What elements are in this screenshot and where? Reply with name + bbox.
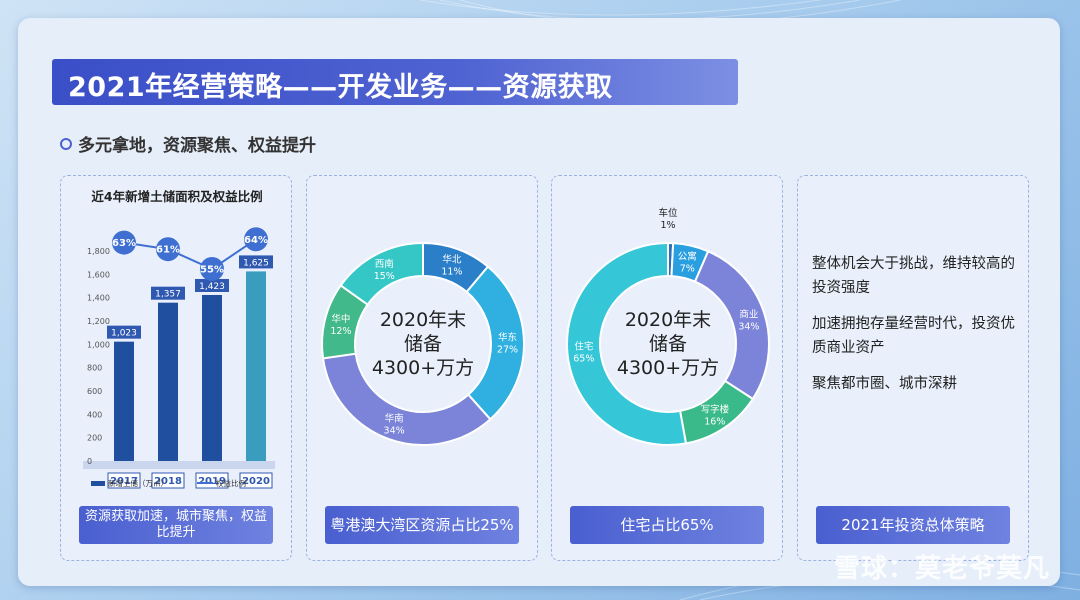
slice-华南 [321, 352, 492, 446]
x-tick-label: 2020 [242, 476, 270, 487]
slice-label: 华东 [498, 332, 517, 344]
slice-住宅 [566, 241, 688, 446]
bar-value-label: 1,023 [111, 329, 137, 339]
y-tick-label: 1,400 [87, 294, 110, 303]
donut-center-text: 4300+万方 [617, 357, 719, 379]
slice-percent: 34% [738, 322, 759, 333]
bar-value-label: 1,423 [199, 282, 225, 292]
subtitle-text: 多元拿地，资源聚焦、权益提升 [78, 136, 316, 156]
chart-floor [83, 461, 275, 469]
slide-panel: 2021年经营策略——开发业务——资源获取 多元拿地，资源聚焦、权益提升 近4年… [18, 18, 1060, 586]
y-tick-label: 600 [87, 387, 102, 396]
slice-percent: 1% [660, 220, 675, 231]
title-bar: 2021年经营策略——开发业务——资源获取 [52, 59, 738, 105]
slice-西南 [339, 241, 424, 306]
watermark: 雪球：莫老爷莫凡 [833, 554, 1050, 584]
card1-footer-button[interactable]: 资源获取加速，城市聚焦，权益比提升 [79, 506, 273, 544]
y-tick-label: 0 [87, 457, 92, 466]
x-tick-label: 2017 [110, 476, 138, 487]
slice-label: 公寓 [678, 251, 697, 263]
y-tick-label: 1,800 [87, 247, 110, 256]
card-product-mix: 车位 1% 公寓 7% 商业 34% 写字楼 16% 住宅 65% 2020年末 储备 4300+万方 … [551, 175, 783, 561]
slice-label: 华中 [331, 313, 350, 325]
donut-center-text: 2020年末 [625, 309, 711, 331]
slice-percent: 34% [384, 425, 405, 436]
bar-line-chart: 1,800 1,600 1,400 1,200 1,000 800 600 400 200 0 1,… [83, 227, 275, 489]
bar-2018 [158, 302, 178, 461]
ratio-label: 64% [244, 235, 268, 246]
y-tick-label: 200 [87, 434, 102, 443]
legend-line-label: 权益比例 [216, 478, 246, 488]
bar-value-box [195, 278, 229, 292]
slice-label: 商业 [739, 309, 758, 321]
slice-percent: 65% [573, 354, 594, 365]
bar-value-box [239, 255, 273, 269]
subtitle: 多元拿地，资源聚焦、权益提升 [60, 131, 316, 156]
bar-value-box [151, 286, 185, 300]
page-title: 2021年经营策略——开发业务——资源获取 [68, 72, 613, 103]
card-region-mix: 华北 11% 华东 27% 华南 34% 华中 12% 西南 15% 2020年末 储备 4300+万方… [306, 175, 538, 561]
bar-value-label: 1,357 [155, 290, 181, 300]
ratio-point [200, 257, 224, 281]
bar-2017 [114, 341, 134, 461]
chart-title: 近4年新增土储面积及权益比例 [91, 189, 263, 204]
x-tick-box [107, 472, 141, 489]
slice-label: 住宅 [574, 341, 593, 353]
card-strategy: 整体机会大于挑战，维持较高的投资强度 加速拥抱存量经营时代，投资优质商业资产 聚… [797, 175, 1029, 561]
legend-bar-label: 新增土储（万㎡） [108, 478, 168, 488]
ratio-point [156, 237, 180, 262]
circle-bullet-icon [60, 138, 72, 150]
slice-percent: 11% [441, 267, 462, 278]
ratio-label: 55% [200, 265, 224, 276]
donut-center-text: 储备 [404, 333, 442, 355]
ratio-point [244, 227, 268, 252]
slice-percent: 27% [497, 345, 518, 356]
y-tick-label: 1,600 [87, 270, 110, 279]
bar-value-box [107, 325, 141, 339]
bar-2019 [202, 294, 222, 461]
card4-footer-button[interactable]: 2021年投资总体策略 [816, 506, 1010, 544]
donut-center-text: 2020年末 [380, 309, 466, 331]
legend-bar-swatch [91, 481, 105, 486]
bar-2020 [246, 271, 266, 461]
card3-footer-button[interactable]: 住宅占比65% [570, 506, 764, 544]
x-tick-label: 2019 [198, 476, 226, 487]
bar-value-label: 1,625 [243, 258, 269, 268]
card2-footer-button[interactable]: 粤港澳大湾区资源占比25% [325, 506, 519, 544]
x-tick-box [151, 472, 185, 489]
strategy-bullet-2: 加速拥抱存量经营时代，投资优质商业资产 [812, 316, 1015, 356]
x-tick-label: 2018 [154, 476, 182, 487]
donut-center-text: 储备 [649, 333, 687, 355]
x-tick-box [239, 472, 273, 489]
slice-label: 车位 [658, 207, 678, 219]
y-tick-label: 1,000 [87, 340, 110, 349]
y-tick-label: 1,200 [87, 317, 110, 326]
y-tick-label: 400 [87, 410, 102, 419]
x-tick-box [195, 472, 229, 489]
ratio-label: 61% [156, 245, 180, 256]
ratio-point [112, 230, 136, 255]
slice-percent: 7% [680, 264, 695, 275]
slice-percent: 16% [704, 416, 725, 427]
donut-center-text: 4300+万方 [372, 357, 474, 379]
card-land-bank: 近4年新增土储面积及权益比例 1,800 1,600 1,400 1,200 1,000… [60, 175, 292, 561]
y-tick-label: 800 [87, 364, 102, 373]
slice-label: 华北 [442, 254, 462, 266]
slice-label: 写字楼 [701, 403, 730, 415]
slice-percent: 12% [330, 326, 351, 337]
slice-label: 西南 [375, 258, 394, 270]
ratio-line [123, 238, 257, 271]
slice-label: 华南 [385, 412, 404, 424]
slice-percent: 15% [374, 271, 395, 282]
strategy-bullet-3: 聚焦都市圈、城市深耕 [812, 376, 957, 392]
strategy-bullet-1: 整体机会大于挑战，维持较高的投资强度 [812, 256, 1015, 296]
ratio-label: 63% [112, 238, 136, 249]
